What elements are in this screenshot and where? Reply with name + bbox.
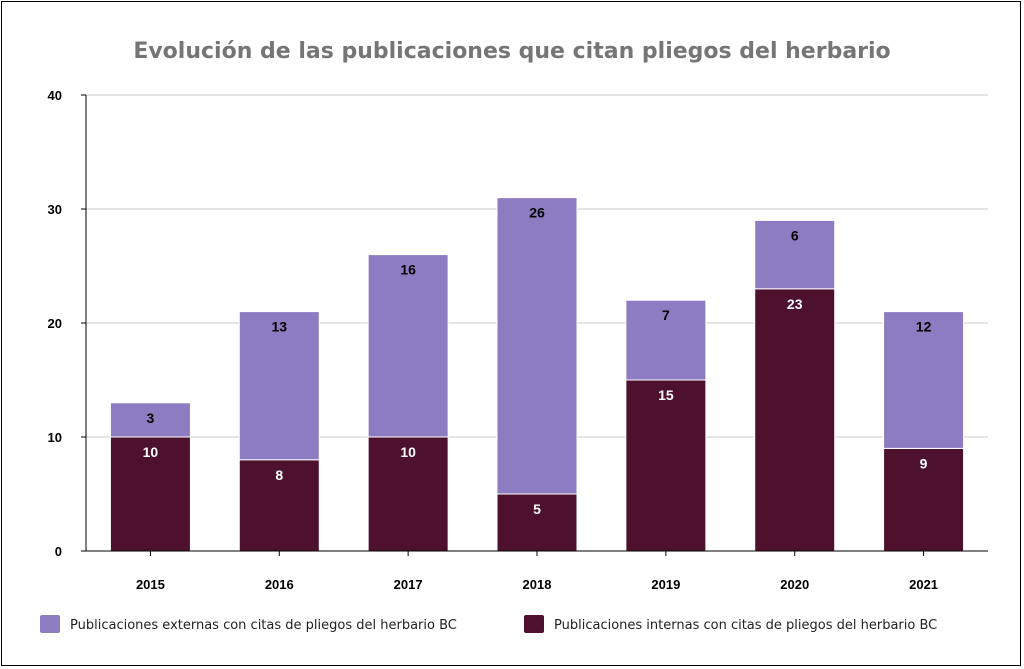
y-axis-ticks: 0 10 20 30 40 [48,88,86,559]
chart-title: Evolución de las publicaciones que citan… [133,39,890,64]
bar-external [754,219,836,290]
data-label-external: 13 [271,319,287,335]
bar-external [625,299,707,381]
x-tick-label: 2020 [780,577,809,592]
legend-swatch-external [40,615,60,633]
y-tick-label: 20 [48,316,62,331]
bar-external [109,402,191,438]
data-label-internal: 10 [143,444,159,460]
bar-external [883,311,965,449]
legend-label-internal: Publicaciones internas con citas de plie… [554,618,937,633]
legend: Publicaciones externas con citas de plie… [40,615,937,633]
data-label-internal: 10 [400,444,416,460]
y-tick-label: 10 [48,430,62,445]
bar-internal [625,379,707,552]
data-label-external: 6 [791,227,799,243]
data-label-internal: 15 [658,387,674,403]
bars: 10 3 8 13 10 16 5 26 15 7 23 6 9 12 [109,197,965,552]
bar-internal [367,436,449,552]
x-tick-label: 2016 [265,577,294,592]
data-label-internal: 5 [533,501,541,517]
y-tick-label: 0 [55,544,62,559]
bar-external [496,197,578,495]
y-tick-label: 40 [48,88,62,103]
y-tick-label: 30 [48,202,62,217]
x-tick-label: 2018 [523,577,552,592]
x-tick-label: 2017 [394,577,423,592]
data-label-external: 16 [400,262,416,278]
bar-internal [883,447,965,552]
data-label-external: 12 [916,319,932,335]
bar-internal [754,288,836,552]
x-axis-ticks: 2015 2016 2017 2018 2019 2020 2021 [136,551,938,592]
data-label-internal: 8 [275,467,283,483]
bar-external [238,311,320,461]
legend-label-external: Publicaciones externas con citas de plie… [70,618,457,633]
x-tick-label: 2021 [909,577,938,592]
x-tick-label: 2019 [651,577,680,592]
x-tick-label: 2015 [136,577,165,592]
data-label-external: 3 [147,410,155,426]
data-label-internal: 23 [787,296,803,312]
data-label-external: 26 [529,205,545,221]
data-label-internal: 9 [920,455,928,471]
bar-external [367,254,449,438]
data-label-external: 7 [662,307,670,323]
legend-swatch-internal [524,615,544,633]
